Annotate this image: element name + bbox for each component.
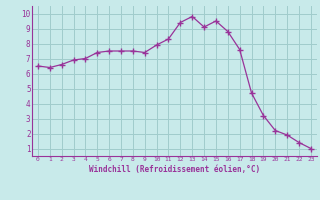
X-axis label: Windchill (Refroidissement éolien,°C): Windchill (Refroidissement éolien,°C) bbox=[89, 165, 260, 174]
